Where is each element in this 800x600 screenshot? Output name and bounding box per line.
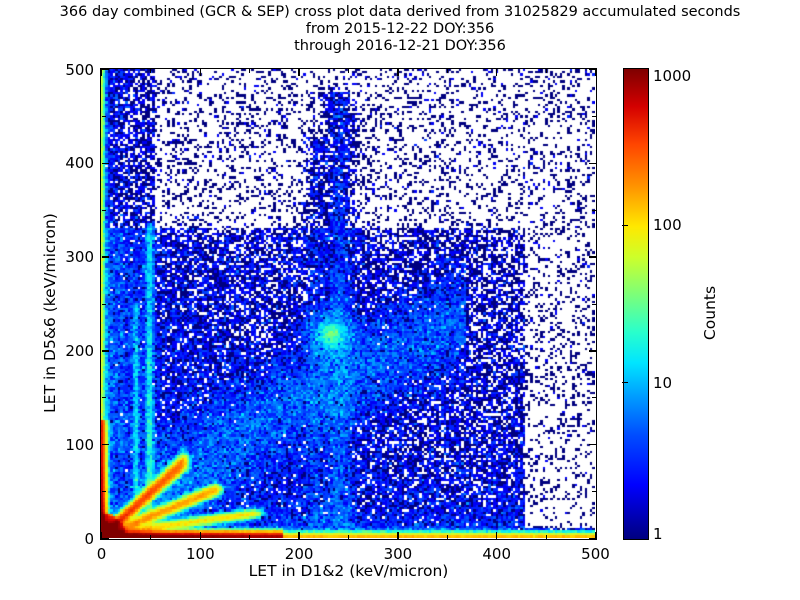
y-tick-major-right — [588, 537, 596, 540]
x-tick-major-top — [199, 68, 202, 76]
y-tick-minor-right — [591, 397, 596, 399]
colorbar-label: Counts — [701, 285, 719, 341]
x-tick-major-top — [594, 68, 597, 76]
y-tick-minor-right — [591, 209, 596, 211]
y-tick-major-right — [588, 68, 596, 71]
colorbar-gradient — [623, 68, 649, 540]
chart-title: 366 day combined (GCR & SEP) cross plot … — [0, 4, 800, 55]
y-tick-major — [101, 256, 109, 258]
colorbar-tick-label: 10 — [653, 373, 673, 392]
plot-area — [100, 68, 597, 540]
x-tick-major-top — [397, 68, 399, 76]
x-tick-minor — [249, 534, 251, 539]
y-tick-label: 400 — [65, 154, 94, 173]
x-tick-label: 100 — [185, 545, 215, 563]
colorbar-tick — [622, 224, 628, 227]
x-tick-minor — [446, 534, 448, 539]
x-tick-major — [397, 531, 399, 539]
x-tick-major-top — [100, 68, 103, 76]
x-tick-major — [298, 531, 300, 539]
y-tick-major-right — [588, 443, 596, 446]
y-tick-major — [101, 350, 109, 352]
y-tick-label: 100 — [65, 435, 94, 454]
y-tick-major — [101, 537, 109, 540]
y-tick-major — [101, 443, 109, 446]
y-tick-major-right — [588, 256, 596, 258]
x-tick-major-top — [495, 68, 498, 76]
y-tick-minor-right — [591, 491, 596, 493]
x-tick-major — [594, 531, 597, 539]
x-tick-label: 500 — [581, 545, 610, 563]
x-tick-minor — [348, 534, 349, 539]
title-line-2: from 2015-12-22 DOY:356 — [305, 21, 495, 37]
title-line-3: through 2016-12-21 DOY:356 — [294, 38, 506, 54]
x-tick-minor-top — [446, 68, 448, 73]
y-tick-minor — [101, 115, 106, 117]
y-tick-major — [101, 68, 109, 71]
colorbar-container: 1 10 100 1000 — [622, 67, 691, 543]
x-tick-label: 200 — [284, 545, 314, 563]
y-tick-label: 300 — [65, 248, 94, 267]
x-tick-minor — [545, 534, 547, 539]
y-tick-minor-right — [591, 115, 596, 117]
x-tick-minor-top — [249, 68, 251, 73]
y-tick-major-right — [588, 162, 596, 165]
x-tick-label: 400 — [482, 545, 512, 563]
x-tick-major — [495, 531, 498, 539]
x-tick-major — [100, 531, 103, 539]
x-tick-minor — [150, 534, 152, 539]
colorbar-tick-label: 1000 — [653, 67, 692, 85]
scatter-heatmap-canvas — [101, 69, 595, 538]
x-tick-minor-top — [545, 68, 547, 73]
y-tick-major-right — [588, 350, 596, 352]
y-tick-minor — [101, 491, 106, 493]
x-tick-major-top — [298, 68, 300, 76]
y-tick-label: 500 — [65, 60, 94, 79]
x-tick-minor-top — [150, 68, 152, 73]
x-axis-label: LET in D1&2 (keV/micron) — [248, 562, 449, 580]
colorbar-tick-label: 1 — [653, 525, 663, 543]
x-tick-label: 300 — [383, 545, 413, 563]
x-tick-minor-top — [348, 68, 349, 73]
y-tick-minor — [101, 209, 106, 211]
y-tick-minor — [101, 303, 106, 305]
y-tick-label: 200 — [65, 341, 94, 360]
title-line-1: 366 day combined (GCR & SEP) cross plot … — [59, 4, 741, 20]
y-axis-label: LET in D5&6 (keV/micron) — [41, 213, 59, 413]
colorbar-tick-label: 100 — [653, 216, 682, 235]
x-tick-label: 0 — [96, 545, 107, 563]
x-tick-major — [199, 531, 202, 539]
y-tick-minor — [101, 397, 106, 399]
colorbar-tick — [622, 381, 628, 384]
y-tick-major — [101, 162, 109, 165]
y-tick-minor-right — [591, 303, 596, 305]
y-tick-label: 0 — [84, 529, 94, 548]
